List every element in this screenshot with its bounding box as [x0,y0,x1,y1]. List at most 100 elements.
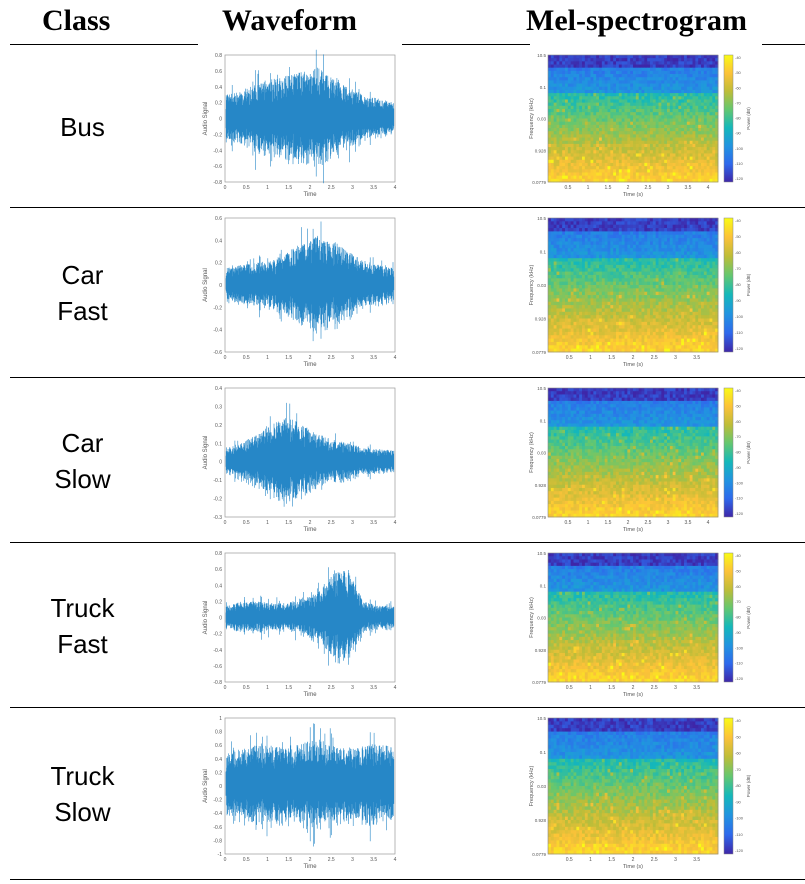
spectrogram-cell [635,102,640,107]
spectrogram-cell [590,264,594,269]
spectrogram-cell [590,58,594,62]
spectrogram-cell [701,143,705,148]
spectrogram-cell [599,150,603,154]
spectrogram-cell [624,238,628,242]
spectrogram-cell [695,338,699,343]
spectrogram-cell [652,254,657,259]
spectrogram-cell [590,80,594,84]
spectrogram-cell [579,221,583,226]
spectrogram-cell [584,83,589,88]
spectrogram-cell [661,93,665,97]
spectrogram-cell [576,285,580,289]
spectrogram-cell [553,301,557,306]
spectrogram-cell [548,305,552,309]
spectrogram-cell [616,162,620,167]
spectrogram-cell [652,348,657,353]
colorbar-tick-label: -110 [735,330,743,335]
spectrogram-cell [576,301,580,306]
spectrogram-cell [618,291,623,296]
spectrogram-cell [715,251,719,256]
spectrogram-cell [689,234,693,239]
spectrogram-cell [633,178,637,183]
spectrogram-cell [652,335,657,339]
spectrogram-cell [567,172,572,177]
spectrogram-cell [689,89,693,94]
spectrogram-cell [658,221,662,226]
spectrogram-cell [607,318,611,323]
spectrogram-cell [661,318,665,323]
spectrogram-cell [616,274,620,279]
spectrogram-cell [613,325,617,329]
spectrogram-cell [627,221,631,226]
spectrogram-cell [621,124,625,129]
spectrogram-cell [661,238,665,242]
spectrogram-cell [650,112,654,116]
spectrogram-cell [633,335,637,339]
spectrogram-cell [562,172,566,177]
spectrogram-cell [570,264,574,269]
spectrogram-cell [664,105,668,110]
spectrogram-cell [701,156,705,161]
spectrogram-cell [635,99,640,104]
spectrogram-cell [599,64,603,69]
spectrogram-cell [584,147,589,151]
spectrogram-cell [582,241,586,246]
spectrogram-cell [550,218,555,222]
spectrogram-cell [675,86,679,91]
spectrogram-cell [641,325,645,329]
spectrogram-cell [596,99,600,104]
spectrogram-cell [621,295,625,299]
spectrogram-cell [715,150,719,154]
spectrogram-cell [548,166,552,170]
spectrogram-cell [607,271,611,276]
spectrogram-cell [706,74,710,78]
spectrogram-cell [562,285,566,289]
spectrogram-cell [689,231,693,236]
spectrogram-cell [681,228,685,232]
spectrogram-cell [715,118,719,123]
spectrogram-cell [672,172,676,177]
spectrogram-cell [669,244,674,249]
spectrogram-cell [698,248,702,252]
spectrogram-cell [652,264,657,269]
spectrogram-cell [618,93,623,97]
spectrogram-cell [550,156,555,161]
spectrogram-cell [712,234,716,239]
spectrogram-cell [652,271,657,276]
spectrogram-cell [630,137,634,142]
spectrogram-cell [652,295,657,299]
spectrogram-cell [582,83,586,88]
spectrogram-cell [712,169,716,173]
spectrogram-cell [678,102,682,107]
spectrogram-cell [633,228,637,232]
spectrogram-cell [709,131,713,135]
spectrogram-cell [576,234,580,239]
spectrogram-cell [647,93,651,97]
spectrogram-cell [712,147,716,151]
spectrogram-cell [621,224,625,229]
spectrogram-cell [596,224,600,229]
spectrogram-cell [607,77,611,81]
x-tick-label: 2 [309,520,312,526]
spectrogram-cell [556,150,560,154]
spectrogram-cell [607,254,611,259]
spectrogram-cell [556,137,560,142]
spectrogram-cell [633,118,637,123]
spectrogram-cell [616,295,620,299]
spectrogram-cell [650,271,654,276]
spectrogram-cell [590,86,594,91]
spectrogram-cell [678,338,682,343]
spectrogram-cell [562,124,566,129]
spectrogram-cell [559,345,563,350]
spectrogram-cell [559,261,563,266]
spectrogram-cell [703,218,708,222]
spectrogram-cell [712,172,716,177]
spectrogram-cell [556,121,560,126]
spectrogram-cell [604,268,608,272]
spectrogram-cell [647,70,651,75]
spectrogram-cell [664,77,668,81]
spectrogram-cell [553,70,557,75]
spectrogram-cell [562,55,566,59]
spectrogram-cell [562,128,566,132]
spectrogram-cell [613,305,617,309]
